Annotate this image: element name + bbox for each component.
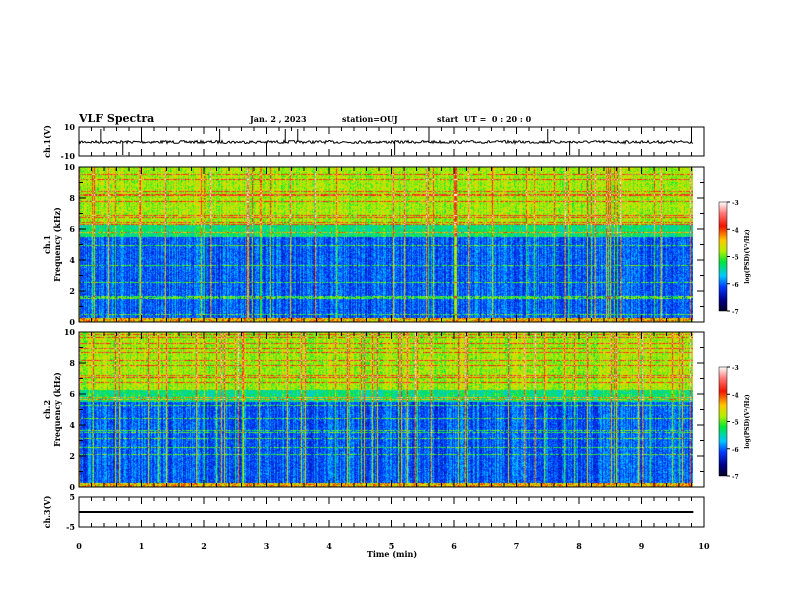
station-label: station=OUJ: [342, 114, 398, 124]
x-tick-label: 8: [576, 541, 582, 551]
y-tick-label: 2: [69, 286, 75, 296]
x-tick-label: 0: [76, 541, 82, 551]
ch1-trace: [78, 139, 694, 145]
figure-title: VLF Spectra: [78, 112, 154, 125]
y-tick-label: 10: [64, 327, 76, 337]
y-axis-label: Frequency (kHz): [52, 207, 62, 282]
ch1-spectrogram-frame: [78, 166, 705, 323]
y-axis-label: ch.1(V): [42, 125, 52, 158]
y-tick-label: 8: [69, 193, 75, 203]
date-label: Jan. 2 , 2023: [249, 114, 307, 124]
colorbar-tick-label: -5: [732, 420, 739, 427]
y-tick-label: 8: [69, 358, 75, 368]
x-tick-label: 2: [201, 541, 207, 551]
y-tick-label: 5: [69, 492, 75, 502]
ch2-colorbar: [719, 367, 727, 476]
ch2-spectrogram-frame: [78, 331, 705, 488]
x-axis-label: Time (min): [367, 549, 417, 559]
colorbar-frame: [718, 201, 728, 312]
colorbar-tick-label: -5: [732, 255, 739, 262]
colorbar-tick-label: -6: [732, 282, 739, 289]
x-tick-label: 1: [139, 541, 145, 551]
colorbar-tick-label: -4: [732, 392, 739, 399]
x-tick-label: 3: [264, 541, 270, 551]
colorbar-tick-label: -7: [732, 309, 739, 316]
y-tick-label: 2: [69, 451, 75, 461]
x-tick-label: 5: [389, 541, 395, 551]
colorbar-tick-label: -3: [732, 200, 739, 207]
colorbar-tick-label: -4: [732, 227, 739, 234]
y-tick-label: 10: [64, 162, 76, 172]
y-tick-label: -10: [61, 151, 76, 161]
colorbar-tick-label: -3: [732, 365, 739, 372]
y-tick-label: 4: [69, 420, 75, 430]
x-tick-label: 7: [514, 541, 520, 551]
colorbar-frame: [718, 366, 728, 477]
y-axis-label: Frequency (kHz): [52, 372, 62, 447]
colorbar-tick-label: -6: [732, 447, 739, 454]
y-axis-label: ch.1: [42, 235, 52, 254]
x-tick-label: 10: [698, 541, 710, 551]
y-tick-label: 0: [69, 482, 75, 492]
x-tick-label: 6: [451, 541, 457, 551]
y-tick-label: 0: [69, 317, 75, 327]
colorbar-tick-label: -7: [732, 474, 739, 481]
ch1-colorbar: [719, 202, 727, 311]
y-axis-label: ch.2: [42, 400, 52, 419]
y-axis-label: ch.3(V): [42, 495, 52, 528]
y-tick-label: 4: [69, 255, 75, 265]
y-tick-label: -5: [66, 522, 75, 532]
y-tick-label: 6: [69, 224, 75, 234]
ch1-spectrogram-image: [79, 167, 693, 322]
y-tick-label: 10: [64, 122, 76, 132]
colorbar-label: log(PSD)(V²/Hz): [744, 394, 751, 449]
x-tick-label: 4: [326, 541, 332, 551]
ch2-spectrogram-image: [79, 332, 693, 487]
start-time-label: start UT = 0 : 20 : 0: [437, 114, 532, 124]
colorbar-label: log(PSD)(V²/Hz): [744, 229, 751, 284]
y-tick-label: 6: [69, 389, 75, 399]
x-tick-label: 9: [639, 541, 645, 551]
